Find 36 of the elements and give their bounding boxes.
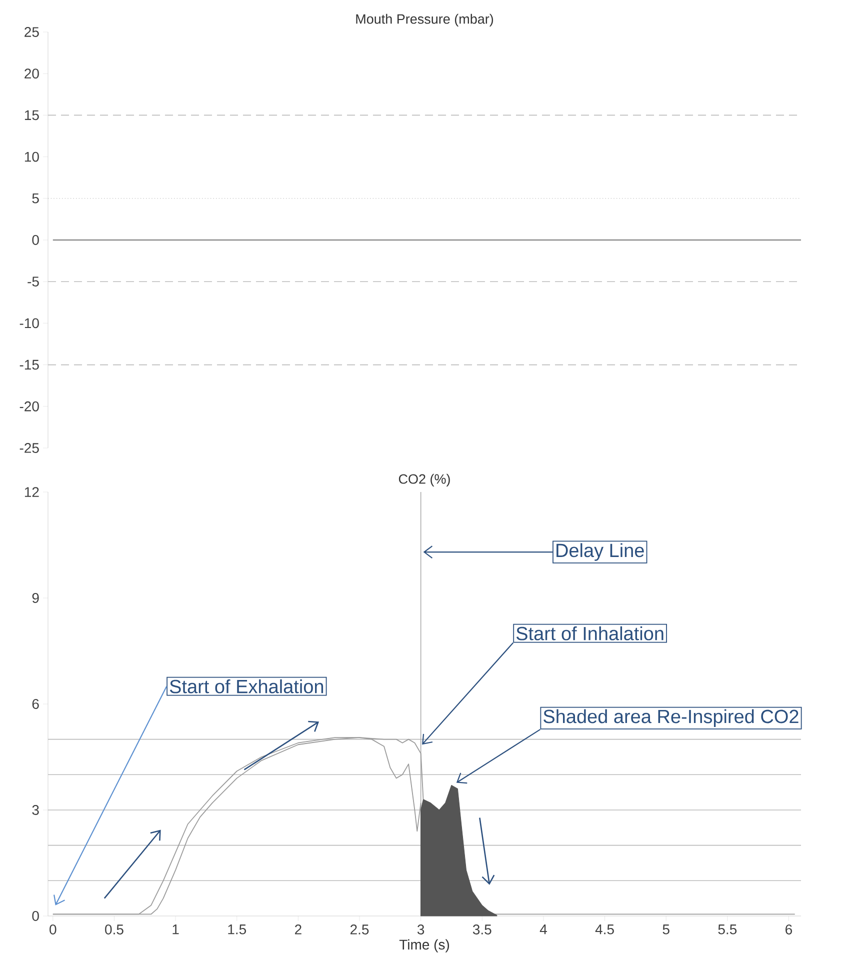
x-tick-label: 3.5	[472, 924, 492, 934]
chart-title: Mouth Pressure (mbar)	[356, 14, 494, 26]
y-tick-label: -20	[20, 401, 39, 412]
annotation: Start of Inhalation	[516, 626, 664, 640]
y-tick-label: -25	[20, 443, 39, 453]
x-tick-label: 3	[417, 924, 424, 934]
y-tick-label: 0	[32, 235, 39, 245]
y-tick-label: 3	[32, 805, 39, 815]
y-tick-label: 5	[32, 194, 39, 204]
x-tick-label: 4.5	[595, 924, 614, 934]
y-tick-label: 0	[32, 911, 39, 921]
y-tick-label: 12	[24, 487, 39, 497]
y-tick-label: 10	[24, 152, 39, 162]
x-tick-label: 1	[172, 924, 179, 934]
y-tick-label: 6	[32, 699, 39, 709]
x-tick-label: 1.5	[228, 924, 246, 934]
y-tick-label: -15	[20, 360, 39, 370]
y-tick-label: -10	[20, 318, 39, 328]
x-tick-label: 5	[662, 924, 670, 934]
x-tick-label: 0	[50, 924, 56, 934]
x-tick-label: 0.5	[105, 924, 124, 934]
x-tick-label: 5.5	[718, 924, 737, 934]
y-tick-label: 20	[24, 68, 39, 79]
x-tick-label: 4	[540, 924, 547, 934]
y-tick-label: 25	[24, 27, 39, 37]
x-tick-label: 6	[786, 924, 792, 934]
chart-title: CO2 (%)	[398, 474, 450, 486]
x-tick-label: 2.5	[350, 924, 369, 934]
annotation: Start of Exhalation	[170, 679, 324, 694]
annotation: Shaded area Re-Inspired CO2	[544, 709, 798, 727]
y-tick-label: 9	[32, 593, 39, 603]
x-tick-label: 2	[294, 924, 302, 934]
y-tick-label: 15	[24, 110, 39, 120]
annotation: Delay Line	[556, 543, 644, 561]
y-tick-label: -5	[28, 276, 39, 286]
x-axis-title: Time (s)	[399, 939, 450, 952]
